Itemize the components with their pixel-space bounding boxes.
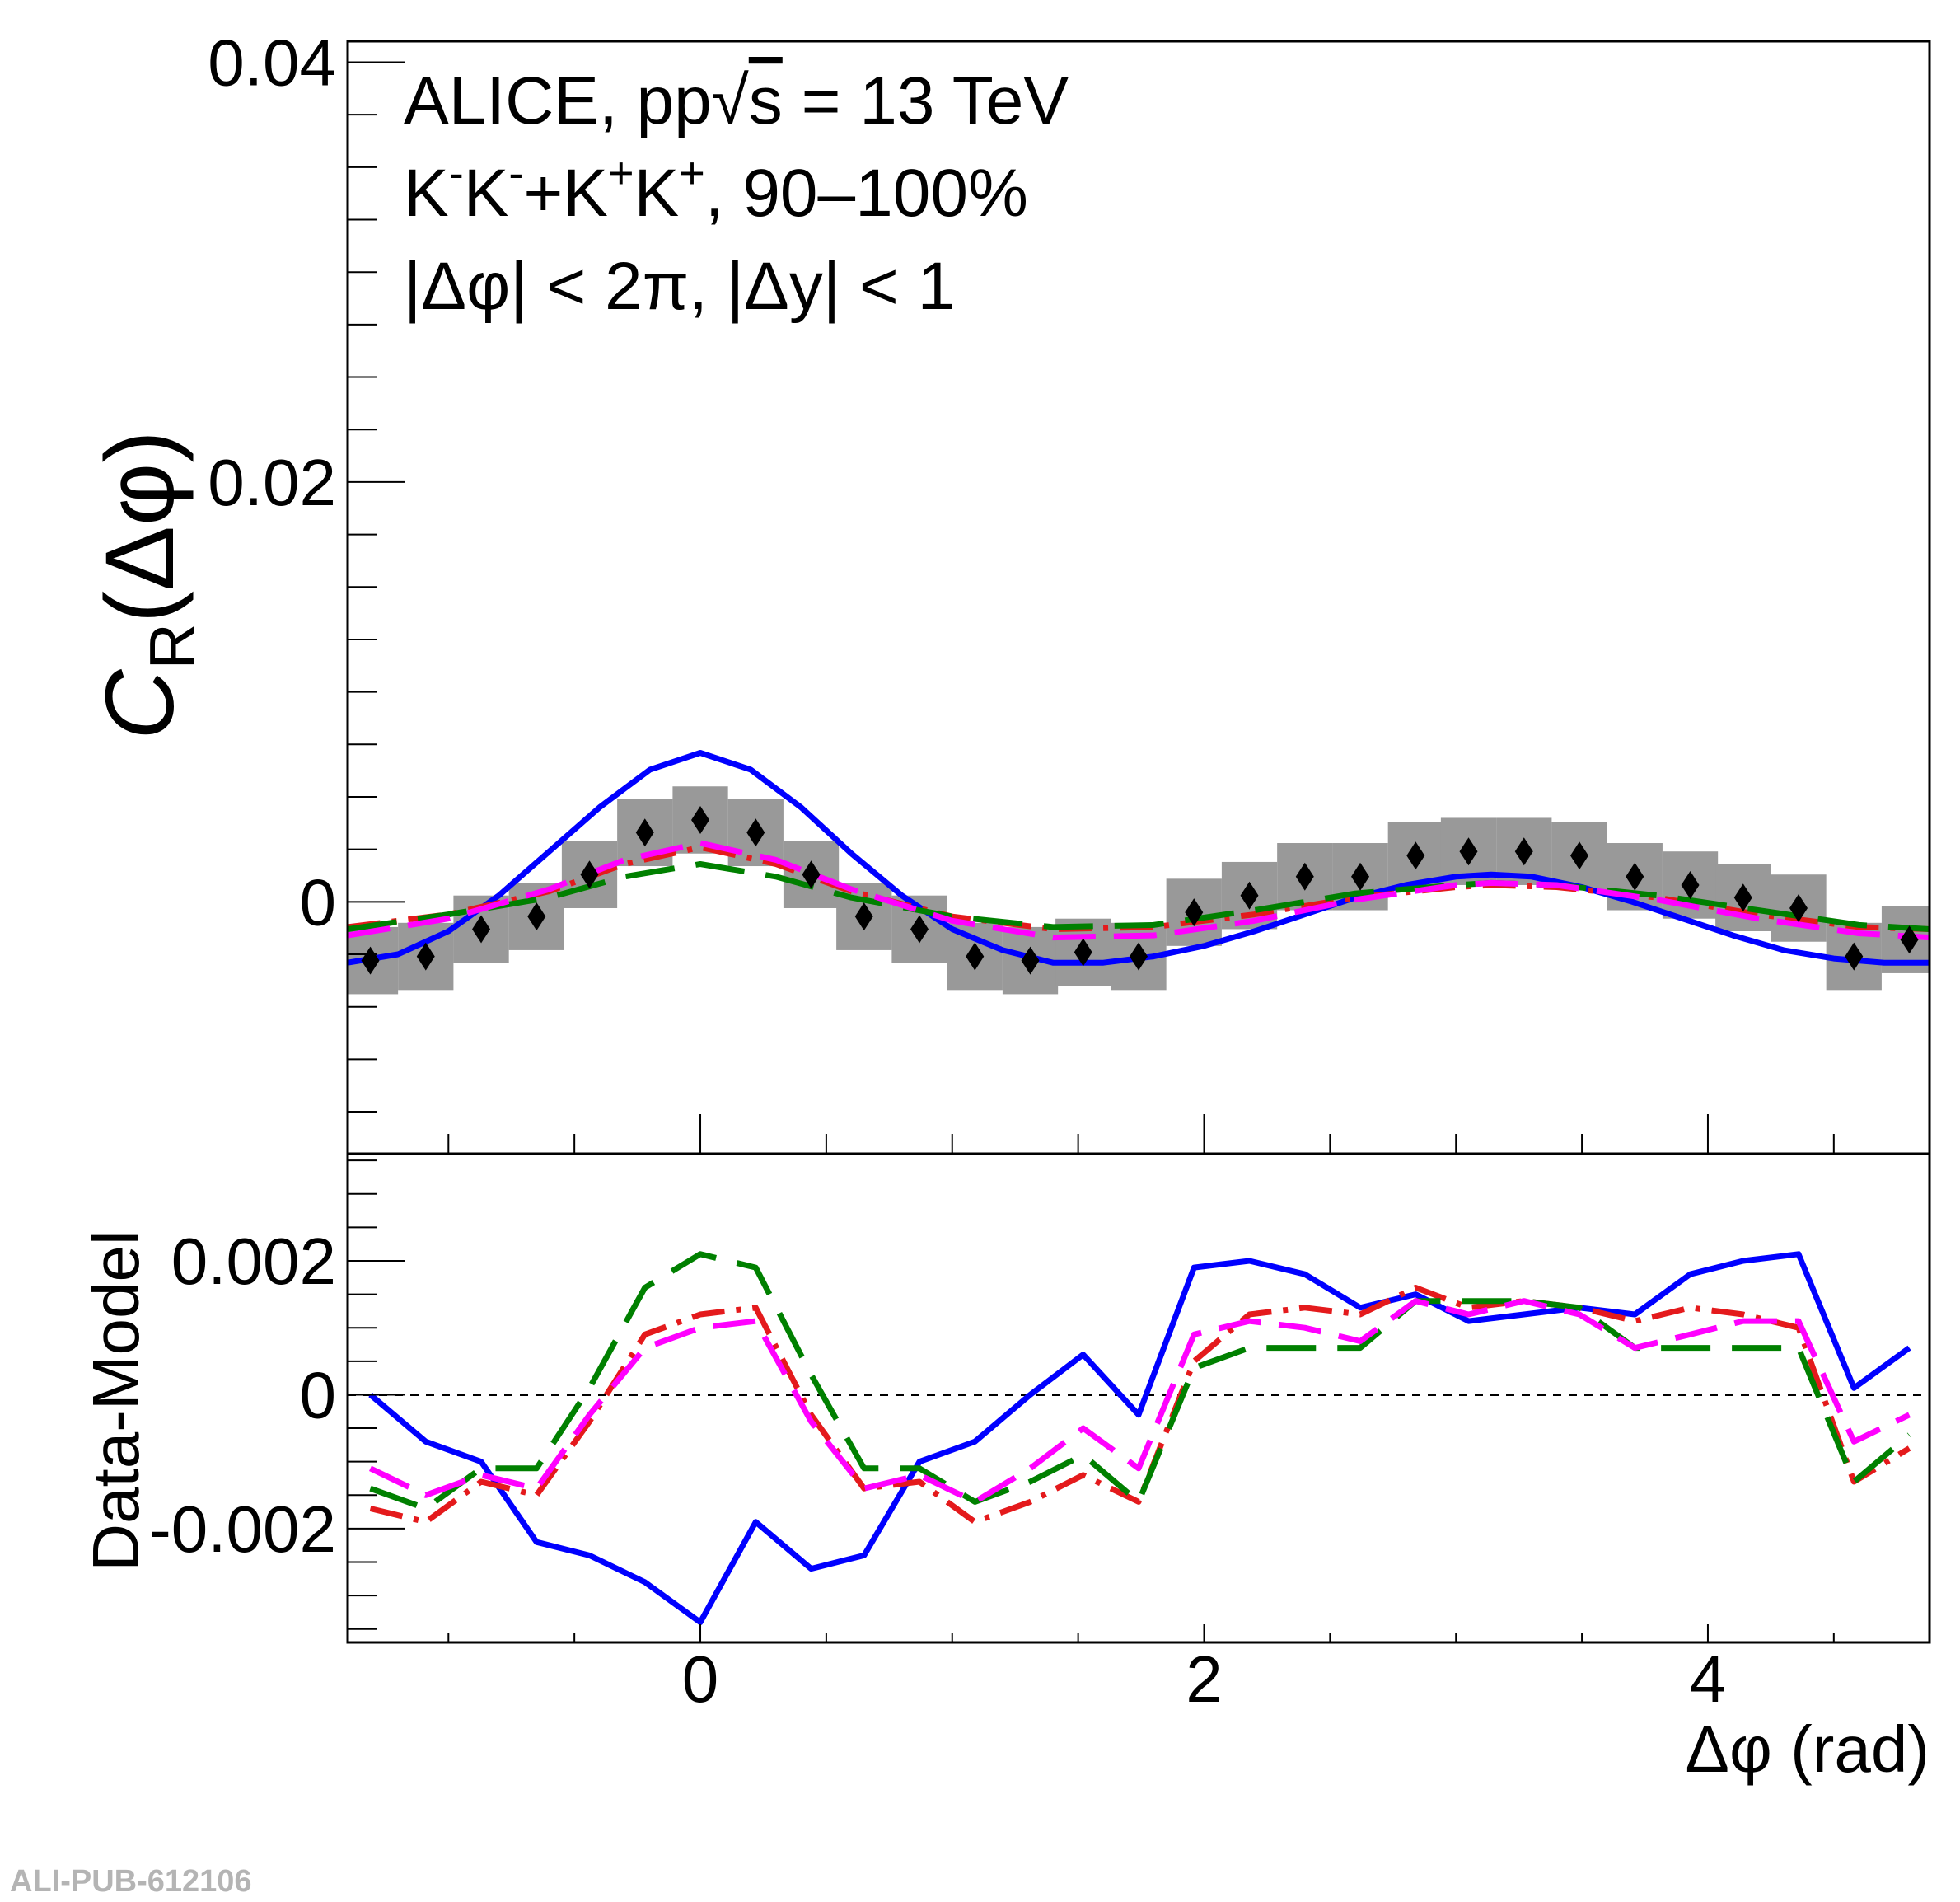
data-point-marker xyxy=(854,902,873,931)
data-point-marker xyxy=(910,915,929,944)
data-point-marker xyxy=(802,860,821,889)
chart-frame xyxy=(346,40,1931,1644)
y-axis-title-top: CR(Δφ) xyxy=(86,430,208,740)
data-point-marker xyxy=(1185,898,1204,927)
data-point-marker xyxy=(966,942,985,971)
y-axis-title-main: C xyxy=(86,669,194,740)
annotation-text-part: , 90–100% xyxy=(705,156,1028,231)
data-point-marker xyxy=(746,818,765,847)
bottom-model-curve-4 xyxy=(368,1298,1911,1505)
data-point-marker xyxy=(1459,837,1478,866)
x-tick-label: 2 xyxy=(1186,1642,1223,1716)
annotation-text-part: |Δφ| < 2π, |Δy| < 1 xyxy=(404,249,955,324)
bottom-panel-frame xyxy=(346,1152,1931,1644)
annotation-text-part: ALICE, pp xyxy=(404,63,712,138)
data-point-marker xyxy=(635,818,654,847)
bottom-model-curve-2 xyxy=(369,1285,1911,1525)
data-point-marker xyxy=(1789,893,1808,922)
annotation-line-1: ALICE, pp√s = 13 TeV xyxy=(404,63,1069,138)
annotation-text-part: s xyxy=(749,63,783,138)
data-point-marker xyxy=(580,860,599,889)
data-point-marker xyxy=(1074,938,1092,967)
annotation-text-part: - xyxy=(449,148,464,198)
data-point-marker xyxy=(1570,841,1589,870)
chart-text: 0.04 0.02 0 0.002 0 -0.002 0 2 4Δφ (rad) Data-Mod… xyxy=(79,26,1930,1786)
data-point-marker xyxy=(1626,862,1644,891)
top-panel-marks xyxy=(348,750,1930,995)
data-point-marker xyxy=(1845,942,1864,971)
data-point-marker xyxy=(1351,862,1370,891)
data-point-marker xyxy=(1900,925,1919,954)
y-tick-label: 0 xyxy=(300,1358,337,1431)
data-point-marker xyxy=(1021,946,1040,975)
y-tick-label: -0.002 xyxy=(149,1492,336,1566)
annotation-text-part: K xyxy=(634,156,680,231)
top-model-curve-1 xyxy=(348,750,1930,966)
annotation-text-part: + xyxy=(608,148,634,198)
data-point-marker xyxy=(1681,870,1700,899)
y-axis-title-subscript: R xyxy=(136,623,208,669)
y-tick-label: 0.002 xyxy=(171,1225,336,1298)
x-tick-label: 4 xyxy=(1690,1642,1727,1716)
chart-marks xyxy=(348,750,1930,1626)
data-point-marker xyxy=(1514,837,1533,866)
annotation-text-part: √ xyxy=(712,63,749,138)
annotation-line-3: |Δφ| < 2π, |Δy| < 1 xyxy=(404,249,955,324)
x-tick-label: 0 xyxy=(682,1642,719,1716)
bottom-model-curve-1 xyxy=(368,1251,1911,1626)
data-point-marker xyxy=(1406,841,1425,870)
x-axis-title: Δφ (rad) xyxy=(1686,1712,1930,1786)
top-model-curve-4 xyxy=(348,840,1930,941)
y-axis-title-bottom: Data-Model xyxy=(79,1230,152,1572)
data-point-marker xyxy=(691,806,710,834)
y-tick-label: 0.02 xyxy=(208,446,336,519)
data-point-marker xyxy=(527,902,546,931)
data-point-marker xyxy=(472,915,491,944)
data-point-marker xyxy=(416,942,435,971)
annotation-line-2: K-K-+K+K+, 90–100% xyxy=(404,148,1028,231)
annotation-text-part: K xyxy=(404,156,449,231)
publication-id: ALI-PUB-612106 xyxy=(10,1864,252,1899)
annotation-text-part: +K xyxy=(523,156,608,231)
annotation-text-part: K xyxy=(464,156,509,231)
data-point-marker xyxy=(1240,881,1259,910)
bottom-panel-marks xyxy=(348,1251,1930,1626)
data-point-marker xyxy=(1130,942,1148,971)
annotation-text-part: = 13 TeV xyxy=(783,63,1069,138)
annotation-text-part: - xyxy=(508,148,523,198)
y-axis-title-argument: (Δφ) xyxy=(86,430,194,623)
data-point-marker xyxy=(1733,883,1752,912)
y-tick-label: 0 xyxy=(300,865,337,939)
data-point-marker xyxy=(1295,862,1314,891)
bottom-model-curve-3 xyxy=(369,1251,1911,1511)
top-model-curve-3 xyxy=(348,861,1930,932)
annotation-text-part: + xyxy=(679,148,705,198)
y-tick-label: 0.04 xyxy=(208,26,336,99)
